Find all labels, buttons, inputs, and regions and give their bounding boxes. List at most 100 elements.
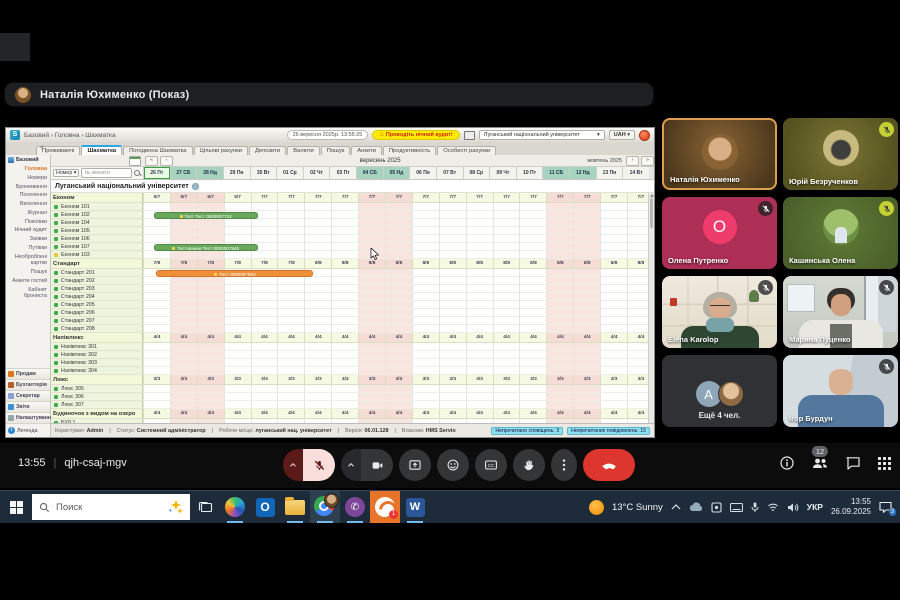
grid-cell[interactable] (143, 269, 170, 277)
grid-cell[interactable] (411, 243, 439, 251)
grid-cell[interactable] (492, 219, 520, 227)
meeting-details-button[interactable] (779, 455, 795, 471)
grid-cell[interactable] (627, 251, 654, 259)
captions-button[interactable]: CC (475, 449, 507, 481)
grid-cell[interactable] (331, 211, 359, 219)
room-name-cell[interactable]: Економ 107 (51, 243, 143, 251)
grid-cell[interactable] (573, 393, 601, 401)
grid-cell[interactable] (143, 243, 170, 251)
grid-cell[interactable] (600, 227, 628, 235)
grid-cell[interactable] (250, 235, 278, 243)
grid-cell[interactable] (385, 301, 412, 309)
grid-cell[interactable] (465, 203, 493, 211)
grid-cell[interactable] (250, 301, 278, 309)
grid-cell[interactable] (250, 359, 278, 367)
grid-cell[interactable] (223, 235, 251, 243)
grid-cell[interactable] (519, 227, 547, 235)
tab-Анкети[interactable]: Анкети (351, 146, 382, 155)
grid-cell[interactable] (627, 351, 654, 359)
date-cell[interactable]: 30 Вт (249, 167, 277, 179)
grid-cell[interactable] (492, 203, 520, 211)
grid-cell[interactable] (169, 309, 197, 317)
grid-cell[interactable] (411, 351, 439, 359)
participants-button[interactable]: 12 (811, 446, 829, 471)
grid-cell[interactable] (600, 235, 628, 243)
grid-cell[interactable] (438, 277, 466, 285)
grid-cell[interactable] (465, 359, 493, 367)
availability-cell[interactable]: 8/8 (358, 259, 386, 269)
grid-cell[interactable] (196, 301, 224, 309)
grid-cell[interactable] (411, 309, 439, 317)
grid-cell[interactable] (143, 393, 170, 401)
grid-cell[interactable] (573, 251, 601, 259)
tab-Проживаючі[interactable]: Проживаючі (36, 146, 81, 155)
grid-cell[interactable] (331, 243, 359, 251)
grid-cell[interactable] (169, 393, 197, 401)
grid-cell[interactable] (492, 401, 520, 409)
availability-cell[interactable]: 7/8 (223, 259, 251, 269)
grid-cell[interactable] (573, 219, 601, 227)
grid-cell[interactable] (331, 385, 359, 393)
grid-cell[interactable] (492, 235, 520, 243)
grid-cell[interactable] (143, 203, 170, 211)
grid-cell[interactable] (304, 293, 332, 301)
grid-cell[interactable] (143, 367, 170, 375)
grid-cell[interactable] (143, 219, 170, 227)
grid-cell[interactable] (304, 317, 332, 325)
date-cell[interactable]: 09 Чт (489, 167, 516, 179)
grid-cell[interactable] (196, 203, 224, 211)
grid-cell[interactable] (223, 277, 251, 285)
grid-cell[interactable] (519, 243, 547, 251)
grid-cell[interactable] (250, 419, 278, 423)
grid-cell[interactable] (519, 235, 547, 243)
grid-cell[interactable] (143, 419, 170, 423)
grid-cell[interactable] (546, 251, 574, 259)
room-name-cell[interactable]: БУД 1 (51, 419, 143, 423)
grid-cell[interactable] (385, 359, 412, 367)
grid-cell[interactable] (169, 367, 197, 375)
onedrive-icon[interactable] (689, 502, 703, 512)
grid-cell[interactable] (277, 219, 305, 227)
grid-cell[interactable] (385, 277, 412, 285)
sidebar-item-Виселення[interactable]: Виселення (19, 201, 47, 207)
grid-cell[interactable] (465, 235, 493, 243)
grid-cell[interactable] (277, 285, 305, 293)
grid-cell[interactable] (438, 235, 466, 243)
grid-cell[interactable] (492, 243, 520, 251)
grid-cell[interactable] (358, 385, 386, 393)
grid-cell[interactable] (277, 325, 305, 333)
grid-cell[interactable] (519, 203, 547, 211)
grid-cell[interactable] (600, 317, 628, 325)
date-cell[interactable]: 03 Пт (329, 167, 356, 179)
room-name-cell[interactable]: Стандарт 205 (51, 301, 143, 309)
grid-cell[interactable] (196, 309, 224, 317)
grid-cell[interactable] (196, 401, 224, 409)
grid-cell[interactable] (169, 203, 197, 211)
reactions-button[interactable] (437, 449, 469, 481)
date-cell[interactable]: 28 Нд (196, 167, 223, 179)
sidebar-item-Покоївки[interactable]: Покоївки (24, 218, 47, 225)
room-name-cell[interactable]: Напівлюкс 301 (51, 343, 143, 351)
grid-cell[interactable] (465, 285, 493, 293)
grid-cell[interactable] (465, 325, 493, 333)
grid-cell[interactable] (519, 285, 547, 293)
grid-cell[interactable] (358, 285, 386, 293)
grid-cell[interactable] (627, 359, 654, 367)
booking-bar[interactable]: Тест Тест 0000007724 (153, 211, 258, 219)
grid-cell[interactable] (411, 367, 439, 375)
availability-cell[interactable]: 8/8 (546, 259, 574, 269)
grid-cell[interactable] (411, 293, 439, 301)
grid-cell[interactable] (627, 285, 654, 293)
grid-cell[interactable] (331, 277, 359, 285)
grid-cell[interactable] (519, 351, 547, 359)
availability-cell[interactable]: 4/4 (411, 409, 439, 419)
sidebar-group-Секретар[interactable]: Секретар (6, 390, 50, 401)
grid-cell[interactable] (600, 343, 628, 351)
taskbar-app-viber[interactable]: ✆ (340, 491, 370, 523)
chat-button[interactable] (845, 455, 861, 471)
room-name-cell[interactable]: Стандарт 207 (51, 317, 143, 325)
date-cell[interactable]: 14 Вт (622, 167, 649, 179)
grid-cell[interactable] (573, 385, 601, 393)
grid-cell[interactable] (277, 227, 305, 235)
grid-cell[interactable] (573, 227, 601, 235)
